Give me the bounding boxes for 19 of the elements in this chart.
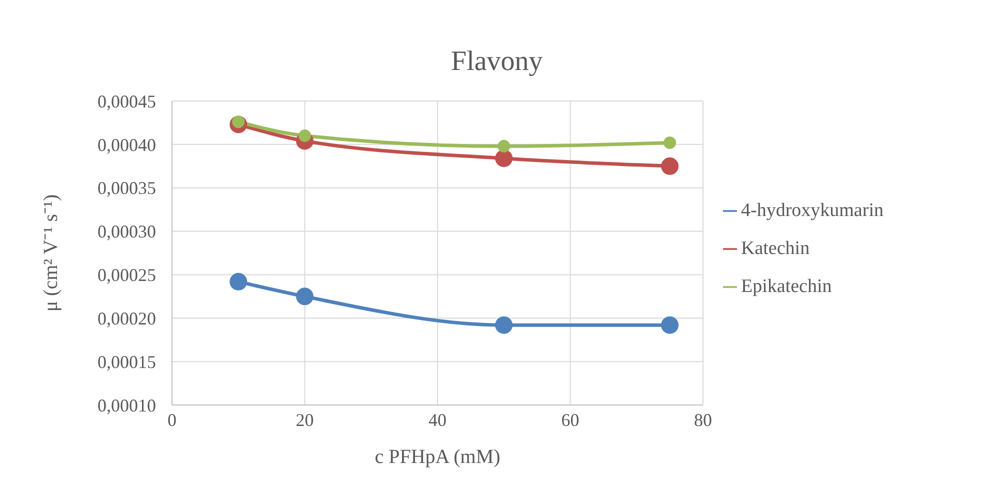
y-axis-title: μ (cm² V⁻¹ s⁻¹)	[40, 194, 62, 312]
y-tick-label: 0,00040	[98, 134, 156, 155]
legend-label: Katechin	[741, 238, 810, 258]
x-tick-label: 20	[296, 410, 314, 430]
chart-title: Flavony	[451, 46, 543, 77]
y-tick-label: 0,00020	[98, 308, 156, 329]
y-tick-label: 0,00045	[98, 91, 156, 112]
legend-label: Epikatechin	[741, 276, 832, 296]
x-tick-label: 0	[168, 410, 176, 430]
y-tick-label: 0,00010	[98, 395, 156, 416]
x-tick-label: 40	[428, 410, 446, 430]
y-tick-label: 0,00035	[98, 178, 156, 198]
x-axis-title: c PFHpA (mM)	[374, 446, 500, 468]
y-tick-label: 0,00030	[98, 222, 156, 242]
x-tick-label: 60	[561, 410, 580, 430]
x-tick-label: 80	[694, 410, 712, 430]
legend-label: 4-hydroxykumarin	[741, 200, 884, 220]
y-tick-label: 0,00015	[98, 352, 156, 372]
y-tick-label: 0,00025	[98, 265, 156, 286]
